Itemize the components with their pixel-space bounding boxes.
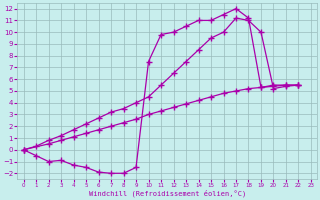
X-axis label: Windchill (Refroidissement éolien,°C): Windchill (Refroidissement éolien,°C) <box>89 190 246 197</box>
